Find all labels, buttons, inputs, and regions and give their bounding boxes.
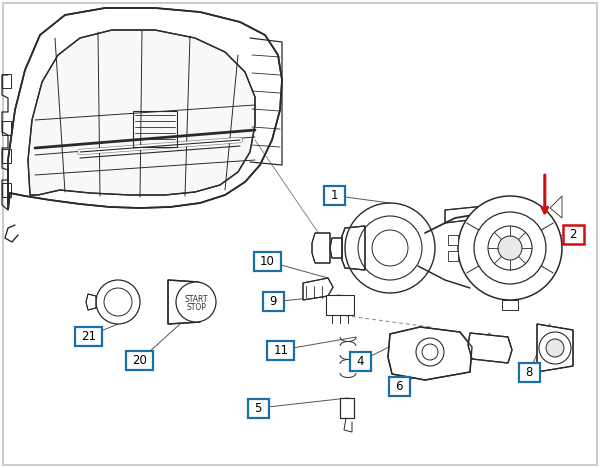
- Polygon shape: [28, 30, 255, 195]
- Polygon shape: [550, 196, 562, 218]
- Text: 5: 5: [254, 402, 262, 415]
- FancyBboxPatch shape: [519, 363, 540, 381]
- Circle shape: [96, 280, 140, 324]
- FancyBboxPatch shape: [268, 341, 295, 359]
- Circle shape: [539, 332, 571, 364]
- Bar: [133, 111, 177, 147]
- Polygon shape: [330, 238, 342, 258]
- FancyBboxPatch shape: [127, 351, 154, 370]
- Polygon shape: [480, 204, 498, 220]
- Polygon shape: [168, 280, 200, 324]
- Circle shape: [488, 226, 532, 270]
- Bar: [2, 149, 11, 163]
- FancyBboxPatch shape: [263, 292, 284, 311]
- Circle shape: [474, 212, 546, 284]
- Circle shape: [176, 282, 216, 322]
- Polygon shape: [445, 206, 485, 223]
- Polygon shape: [303, 278, 333, 300]
- Bar: [448, 235, 458, 245]
- FancyBboxPatch shape: [349, 352, 371, 371]
- FancyBboxPatch shape: [389, 377, 409, 395]
- Bar: [2, 121, 11, 135]
- Bar: [2, 74, 11, 88]
- Bar: [502, 300, 518, 310]
- Text: 8: 8: [526, 366, 533, 379]
- Bar: [448, 251, 458, 261]
- Bar: [2, 183, 11, 197]
- Text: 21: 21: [82, 329, 96, 343]
- Polygon shape: [537, 324, 573, 372]
- Polygon shape: [342, 226, 365, 270]
- Text: 4: 4: [356, 355, 364, 368]
- Polygon shape: [340, 398, 354, 418]
- Text: 11: 11: [274, 344, 289, 357]
- FancyBboxPatch shape: [76, 327, 102, 345]
- Text: 9: 9: [269, 295, 277, 308]
- Polygon shape: [388, 327, 472, 380]
- Text: 10: 10: [260, 255, 274, 268]
- Text: 1: 1: [331, 189, 338, 202]
- Text: START: START: [184, 294, 208, 304]
- Circle shape: [546, 339, 564, 357]
- Text: STOP: STOP: [186, 302, 206, 312]
- Polygon shape: [86, 294, 96, 310]
- Circle shape: [498, 236, 522, 260]
- Polygon shape: [8, 8, 282, 210]
- FancyBboxPatch shape: [248, 399, 269, 417]
- Bar: [326, 295, 354, 315]
- Text: 2: 2: [569, 227, 577, 241]
- Text: 6: 6: [395, 380, 403, 393]
- FancyBboxPatch shape: [254, 252, 281, 271]
- Polygon shape: [468, 333, 512, 363]
- FancyBboxPatch shape: [563, 225, 583, 243]
- Polygon shape: [312, 233, 330, 263]
- Text: 20: 20: [133, 354, 147, 367]
- FancyBboxPatch shape: [325, 186, 346, 205]
- Circle shape: [458, 196, 562, 300]
